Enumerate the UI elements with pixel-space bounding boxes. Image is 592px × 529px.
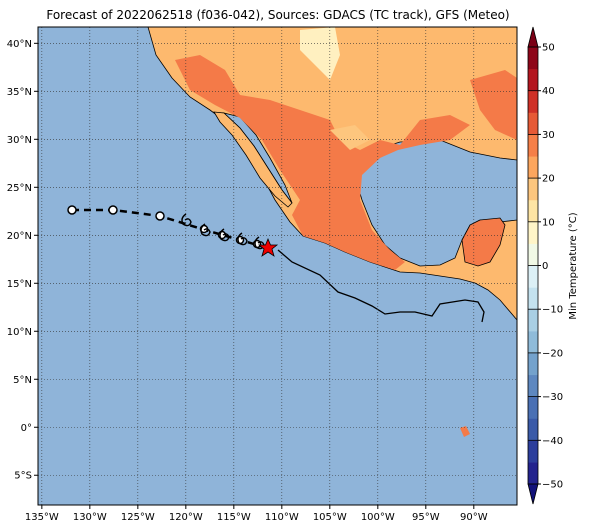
track-point [155,211,165,221]
x-tick-label: 105°W [313,512,347,523]
colorbar-tick-label: −30 [542,392,563,403]
x-tick-label: 125°W [121,512,155,523]
colorbar-tick-label: 10 [542,217,555,228]
x-tick-label: 95°W [412,512,440,523]
colorbar-tick-label: 30 [542,130,555,141]
island [460,426,470,437]
y-tick-label: 25°N [7,183,32,194]
y-tick-label: 10°N [7,327,32,338]
storm-symbol [219,228,230,242]
title: Forecast of 2022062518 (f036-042), Sourc… [46,8,509,22]
y-tick-label: 35°N [7,87,32,98]
colorbar-extension [527,26,539,48]
track-point [108,205,118,215]
colorbar-tick-label: −20 [542,348,563,359]
storm-symbol [237,232,248,246]
colorbar-band [528,374,538,397]
colorbar-band [528,440,538,463]
yucatan [461,217,506,267]
storm-symbol [254,236,265,250]
storm-symbol [200,223,211,237]
colorbar-band [528,134,538,157]
colorbar-band [528,331,538,354]
x-tick-label: 120°W [169,512,203,523]
colorbar-band [528,47,538,70]
y-tick-label: 5°S [14,471,32,482]
colorbar-band [528,199,538,223]
colorbar-band [528,156,538,179]
grid [38,27,517,505]
x-tick-label: 90°W [460,512,488,523]
colorbar-tick-label: −40 [542,436,563,447]
colorbar-band [528,265,538,288]
colorbar-band [528,112,538,135]
colorbar-band [528,178,538,201]
y-tick-label: 40°N [7,39,32,50]
x-tick-label: 115°W [217,512,251,523]
map-frame [37,26,518,506]
y-tick-label: 30°N [7,135,32,146]
current-position [257,237,279,257]
x-tick-label: 130°W [73,512,107,523]
y-tick-label: 5°N [13,375,32,386]
y-tick-label: 0° [21,423,32,434]
colorbar-band [528,462,538,485]
colorbar-extension [527,483,539,505]
track-point [67,205,77,215]
colorbar-band [528,90,538,113]
colorbar-tick-label: 20 [542,174,555,185]
x-tick-label: 100°W [361,512,395,523]
map-area [38,27,517,505]
warm-region [175,55,470,270]
colorbar-label: Min Temperature (°C) [568,212,579,319]
coastline [277,249,485,323]
colorbar-tick-label: −10 [542,305,563,316]
y-tick-label: 15°N [7,279,32,290]
colorbar-tick-label: −50 [542,480,563,491]
y-tick-label: 20°N [7,231,32,242]
colorbar-band [528,287,538,310]
colorbar: −50 −40 −30 −20 −10 0 10 20 30 40 50 [527,26,563,505]
storm-symbol [181,213,192,227]
colorbar-band [528,418,538,441]
colorbar-band [528,68,538,91]
colorbar-tick-label: 50 [542,43,555,54]
colorbar-band [528,396,538,419]
x-tick-label: 135°W [25,512,59,523]
baja-california [213,111,293,208]
colorbar-band [528,352,538,376]
colorbar-band [528,309,538,332]
warm-region [470,70,517,140]
colorbar-band [528,221,538,244]
cool-region [330,125,370,150]
colorbar-tick-label: 0 [542,261,548,272]
x-tick-label: 110°W [265,512,299,523]
colorbar-band [528,243,538,266]
colorbar-tick-label: 40 [542,86,555,97]
